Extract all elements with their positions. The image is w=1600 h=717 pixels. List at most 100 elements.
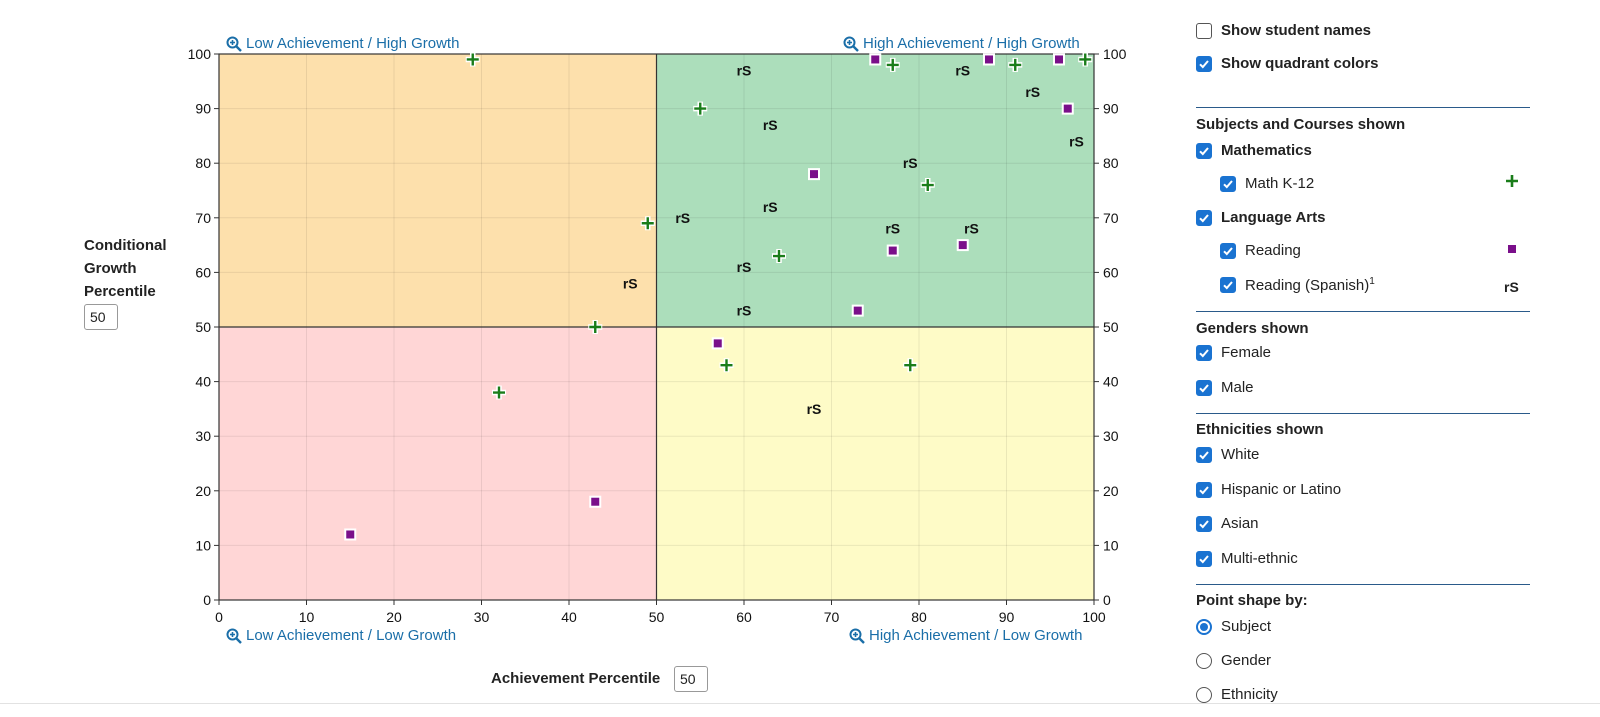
footer-divider xyxy=(0,703,1600,704)
quadrant-top-left xyxy=(219,54,657,327)
point-reading-spanish: rS xyxy=(807,401,822,417)
checkmark-icon xyxy=(1199,146,1209,155)
growth-percentile-input[interactable] xyxy=(84,304,118,330)
hispanic-checkbox[interactable] xyxy=(1196,481,1212,498)
show-student-names-option[interactable]: Show student names xyxy=(1196,22,1371,39)
point-math-k12 xyxy=(1009,58,1022,71)
checkmark-icon xyxy=(1199,348,1209,357)
math-k12-option[interactable]: Math K-12 xyxy=(1220,175,1314,192)
reading-checkbox[interactable] xyxy=(1220,242,1236,259)
zoom-in-icon xyxy=(849,628,865,644)
rs-marker-icon: rS xyxy=(1504,279,1519,295)
checkmark-icon xyxy=(1199,213,1209,222)
point-math-k12 xyxy=(921,179,934,192)
point-reading xyxy=(1063,104,1072,113)
shape-ethnicity-option[interactable]: Ethnicity xyxy=(1196,686,1278,703)
male-label: Male xyxy=(1221,379,1254,396)
x-tick-label: 70 xyxy=(824,609,840,625)
point-math-k12 xyxy=(720,359,733,372)
x-tick-label: 10 xyxy=(299,609,315,625)
math-k12-checkbox[interactable] xyxy=(1220,175,1236,192)
point-reading xyxy=(591,497,600,506)
quadrant-label-bottom-left: Low Achievement / Low Growth xyxy=(246,627,457,644)
y-tick-label-right: 100 xyxy=(1103,46,1127,62)
y-tick-label-left: 0 xyxy=(203,592,211,608)
point-reading-spanish: rS xyxy=(1025,84,1040,100)
section-divider xyxy=(1196,584,1530,585)
x-tick-label: 0 xyxy=(215,609,223,625)
x-tick-label: 30 xyxy=(474,609,490,625)
language-arts-checkbox[interactable] xyxy=(1196,209,1212,226)
shape-gender-radio[interactable] xyxy=(1196,652,1212,669)
shape-gender-option[interactable]: Gender xyxy=(1196,652,1271,669)
point-math-k12 xyxy=(886,58,899,71)
checkmark-icon xyxy=(1199,519,1209,528)
point-math-k12 xyxy=(1079,53,1092,66)
female-option[interactable]: Female xyxy=(1196,344,1271,361)
point-reading-spanish: rS xyxy=(763,117,778,133)
zoom-low-achievement-high-growth-link[interactable]: Low Achievement / High Growth xyxy=(226,35,459,52)
y-tick-label-right: 90 xyxy=(1103,101,1119,117)
mathematics-option[interactable]: Mathematics xyxy=(1196,142,1312,159)
asian-checkbox[interactable] xyxy=(1196,515,1212,532)
multiethnic-option[interactable]: Multi-ethnic xyxy=(1196,550,1298,567)
point-reading-spanish: rS xyxy=(675,210,690,226)
show-quadrant-colors-option[interactable]: Show quadrant colors xyxy=(1196,55,1379,72)
white-checkbox[interactable] xyxy=(1196,446,1212,463)
point-math-k12 xyxy=(694,102,707,115)
y-tick-label-right: 70 xyxy=(1103,210,1119,226)
y-tick-label-left: 30 xyxy=(195,428,211,444)
male-checkbox[interactable] xyxy=(1196,379,1212,396)
multiethnic-checkbox[interactable] xyxy=(1196,550,1212,567)
mathematics-checkbox[interactable] xyxy=(1196,142,1212,159)
shape-gender-label: Gender xyxy=(1221,652,1272,669)
checkmark-icon xyxy=(1199,59,1209,68)
zoom-high-achievement-low-growth-link[interactable]: High Achievement / Low Growth xyxy=(849,627,1082,644)
reading-option[interactable]: Reading xyxy=(1220,242,1301,259)
point-shape-heading: Point shape by: xyxy=(1196,592,1308,609)
square-marker-icon xyxy=(1508,245,1516,253)
zoom-low-achievement-low-growth-link[interactable]: Low Achievement / Low Growth xyxy=(226,627,456,644)
quadrant-label-top-right: High Achievement / High Growth xyxy=(863,35,1080,52)
shape-ethnicity-radio[interactable] xyxy=(1196,686,1212,703)
asian-option[interactable]: Asian xyxy=(1196,515,1259,532)
point-reading-spanish: rS xyxy=(964,221,979,237)
male-option[interactable]: Male xyxy=(1196,379,1254,396)
point-reading xyxy=(346,530,355,539)
point-reading-spanish: rS xyxy=(737,259,752,275)
point-reading-spanish: rS xyxy=(885,221,900,237)
point-reading-spanish: rS xyxy=(623,275,638,291)
y-tick-label-left: 60 xyxy=(195,264,211,280)
quadrant-top-right xyxy=(656,54,1094,327)
hispanic-option[interactable]: Hispanic or Latino xyxy=(1196,481,1341,498)
section-divider xyxy=(1196,311,1530,312)
shape-subject-radio[interactable] xyxy=(1196,618,1212,635)
checkmark-icon xyxy=(1199,554,1209,563)
x-tick-label: 40 xyxy=(561,609,577,625)
y-tick-label-right: 0 xyxy=(1103,592,1111,608)
zoom-high-achievement-high-growth-link[interactable]: High Achievement / High Growth xyxy=(843,35,1080,52)
reading-spanish-checkbox[interactable] xyxy=(1220,277,1236,293)
shape-ethnicity-label: Ethnicity xyxy=(1221,686,1278,703)
female-checkbox[interactable] xyxy=(1196,344,1212,361)
zoom-in-icon xyxy=(843,36,859,52)
show-student-names-checkbox[interactable] xyxy=(1196,22,1212,39)
y-tick-label-right: 80 xyxy=(1103,155,1119,171)
x-axis-label: Achievement Percentile xyxy=(491,670,661,687)
x-tick-label: 90 xyxy=(999,609,1015,625)
language-arts-option[interactable]: Language Arts xyxy=(1196,209,1325,226)
shape-subject-option[interactable]: Subject xyxy=(1196,618,1271,635)
shape-subject-label: Subject xyxy=(1221,618,1272,635)
subjects-heading: Subjects and Courses shown xyxy=(1196,116,1406,133)
asian-label: Asian xyxy=(1221,515,1259,532)
white-label: White xyxy=(1221,446,1260,463)
point-math-k12 xyxy=(773,250,785,263)
y-tick-label-left: 20 xyxy=(195,483,211,499)
white-option[interactable]: White xyxy=(1196,446,1259,463)
checkmark-icon xyxy=(1223,281,1233,290)
show-quadrant-colors-checkbox[interactable] xyxy=(1196,55,1212,72)
achievement-percentile-input[interactable] xyxy=(674,666,708,692)
reading-spanish-option[interactable]: Reading (Spanish)1 xyxy=(1220,276,1375,294)
quadrant-label-top-left: Low Achievement / High Growth xyxy=(246,35,460,52)
